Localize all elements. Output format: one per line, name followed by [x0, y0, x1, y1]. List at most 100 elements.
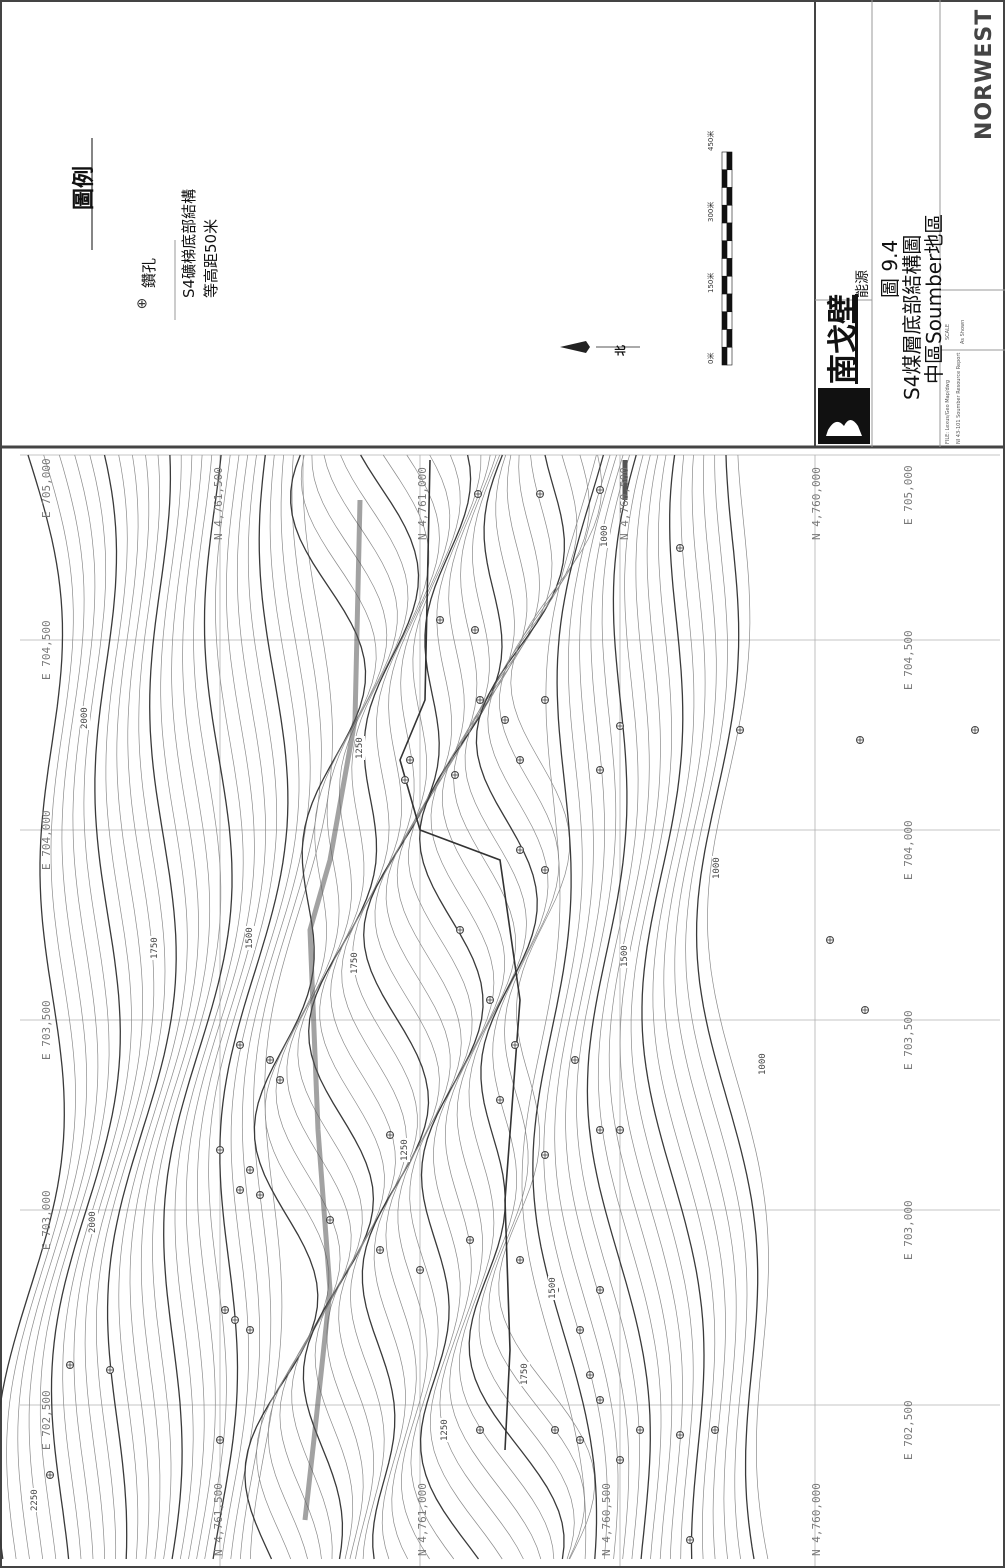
borehole-icon: ⊕ [136, 296, 148, 312]
contour [459, 454, 555, 1560]
contour [338, 454, 451, 1560]
contour [204, 454, 278, 1560]
index-contour [163, 454, 233, 1560]
scale-segment [721, 329, 728, 348]
index-contour [468, 454, 565, 1560]
northing-label-top: N 4,761,000 [416, 467, 429, 540]
fault-line [399, 459, 521, 1451]
scale-segment [721, 222, 728, 242]
scale-segment [721, 258, 728, 277]
contour [17, 454, 88, 1560]
contour [543, 454, 611, 1560]
contour-label: 1250 [440, 1418, 450, 1442]
consultant-name: NORWEST [972, 8, 997, 140]
index-contour [586, 454, 651, 1560]
contour [554, 454, 619, 1560]
contour [249, 454, 333, 1560]
contour [196, 454, 266, 1560]
scale-segment [721, 275, 728, 295]
contour-label: 1750 [350, 951, 360, 975]
contour [185, 454, 255, 1560]
contour-label: 1000 [600, 524, 610, 548]
contour [230, 454, 311, 1560]
scale-segment [726, 169, 733, 188]
scale-segment [726, 329, 733, 348]
contour [707, 454, 769, 1560]
contour [408, 454, 501, 1560]
contour [685, 455, 748, 1560]
contour [279, 454, 398, 1560]
contour-label: 1250 [355, 736, 365, 760]
contour [326, 454, 440, 1560]
contour [630, 454, 694, 1560]
legend-contour-label-1: S4礦梯底部結構 [180, 188, 198, 298]
contour [619, 454, 683, 1560]
scale-segment [721, 151, 728, 171]
contour [239, 454, 322, 1560]
contour [6, 454, 76, 1560]
contour [521, 454, 597, 1560]
easting-label-right: E 703,500 [902, 1010, 915, 1070]
contour [373, 454, 482, 1560]
company-name: 南戈壁 [826, 294, 861, 384]
north-label: 北 [614, 345, 627, 356]
contour [597, 454, 662, 1560]
easting-label-left: E 705,000 [40, 458, 53, 518]
contour [385, 454, 491, 1560]
scale-label-150: 150米 [707, 272, 715, 293]
scale-segment [721, 240, 728, 259]
scale-bar [721, 151, 733, 366]
scale-segment [726, 240, 733, 259]
contour-label: 1000 [758, 1052, 768, 1076]
legend-contour-label-2: 等高距50米 [202, 218, 220, 298]
easting-label-left: E 704,500 [40, 620, 53, 680]
contour [674, 454, 737, 1560]
northing-label-bottom: N 4,761,500 [212, 1483, 225, 1556]
easting-label-right: E 705,000 [902, 465, 915, 525]
contour [652, 454, 716, 1560]
easting-label-left: E 704,000 [40, 810, 53, 870]
scale-segment [721, 169, 728, 188]
contour [221, 454, 300, 1560]
scale-label-450: 450米 [707, 130, 715, 151]
contour-label: 1500 [620, 944, 630, 968]
northing-label-bottom: N 4,760,000 [810, 1483, 823, 1556]
contour-label: 1750 [150, 936, 160, 960]
contour [478, 454, 578, 1560]
scale-segment [726, 151, 733, 171]
contour [118, 455, 188, 1560]
scale-segment [726, 187, 733, 206]
index-contour [106, 454, 177, 1560]
contour [429, 454, 515, 1560]
north-arrow-icon [560, 341, 590, 353]
index-contour [641, 454, 705, 1560]
index-contour [361, 454, 472, 1560]
scale-segment [726, 275, 733, 295]
contour-label: 1250 [400, 1138, 410, 1162]
contour [498, 454, 602, 1560]
contour-lines [0, 454, 769, 1560]
northing-label-top: N 4,760,000 [810, 467, 823, 540]
contour [96, 454, 166, 1560]
scale-segment [726, 204, 733, 224]
contour [129, 454, 199, 1560]
scale-segment [721, 293, 728, 313]
northing-label-bottom: N 4,760,500 [600, 1483, 613, 1556]
scale-segment [726, 293, 733, 313]
contour-label: 1500 [245, 926, 255, 950]
contour [608, 454, 673, 1560]
easting-label-right: E 703,000 [902, 1200, 915, 1260]
fault-band [302, 499, 363, 1521]
easting-label-left: E 703,500 [40, 1000, 53, 1060]
easting-label-right: E 704,000 [902, 820, 915, 880]
contour [488, 454, 590, 1560]
scale-segment [721, 187, 728, 206]
index-contour [532, 454, 605, 1560]
contour [174, 454, 244, 1560]
northing-label-top: N 4,761,500 [212, 467, 225, 540]
contour [62, 454, 132, 1560]
northing-label-bottom: N 4,761,000 [416, 1483, 429, 1556]
